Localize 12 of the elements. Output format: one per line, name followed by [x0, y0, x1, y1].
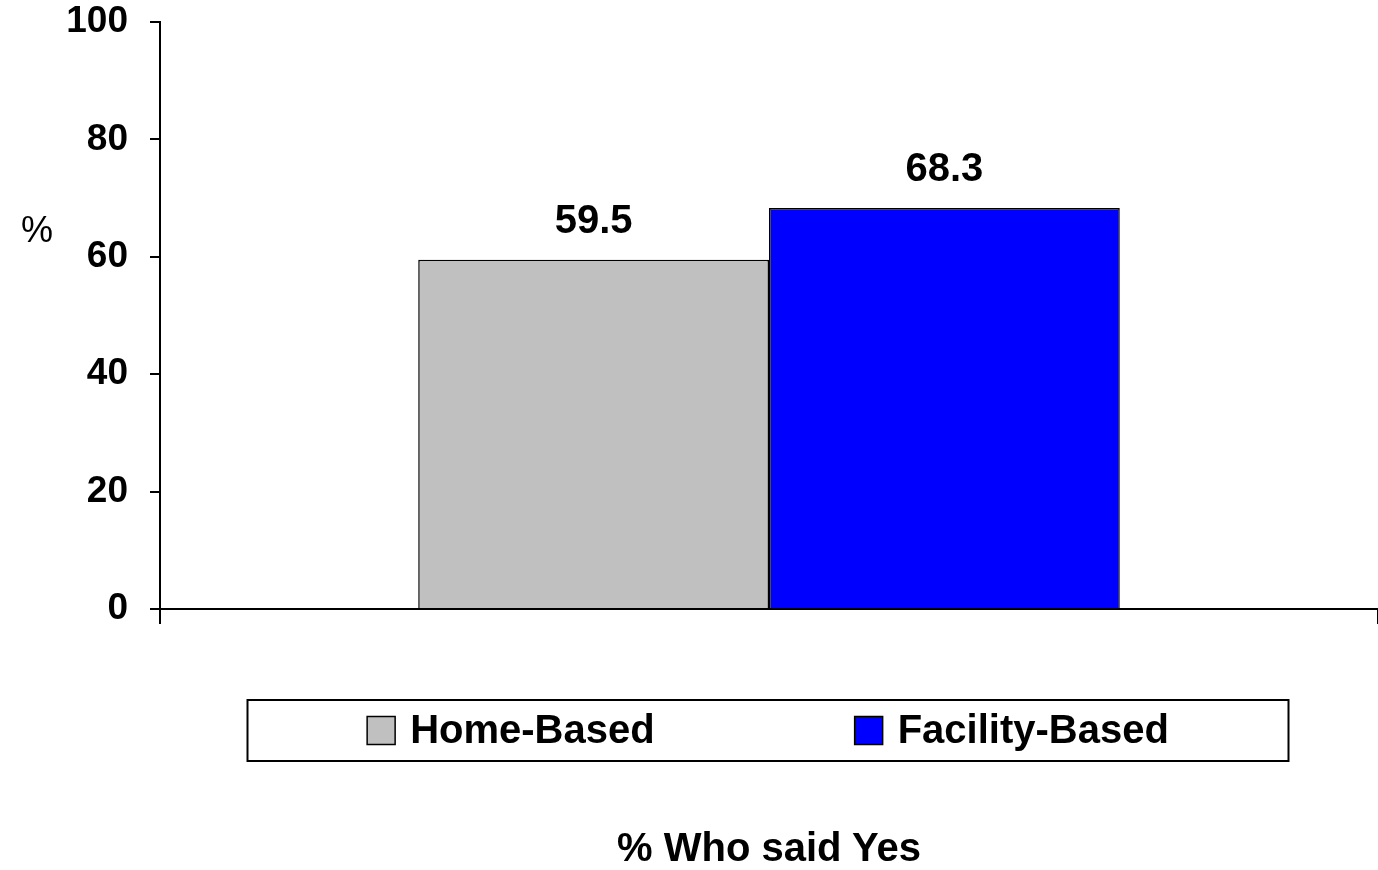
y-tick-label: 40: [86, 351, 128, 393]
y-tick-label: 100: [66, 0, 128, 41]
data-label: 59.5: [554, 196, 633, 241]
legend-label: Home-Based: [410, 706, 655, 751]
y-tick-label: 80: [86, 116, 128, 158]
y-tick-label: 60: [86, 234, 128, 275]
data-label: 68.3: [905, 145, 984, 190]
y-tick-label: 0: [107, 586, 128, 628]
x-axis-title: % Who said Yes: [617, 825, 921, 870]
y-axis-title: %: [20, 209, 54, 251]
y-tick-label: 20: [86, 468, 128, 510]
legend-label: Facility-Based: [897, 706, 1169, 751]
